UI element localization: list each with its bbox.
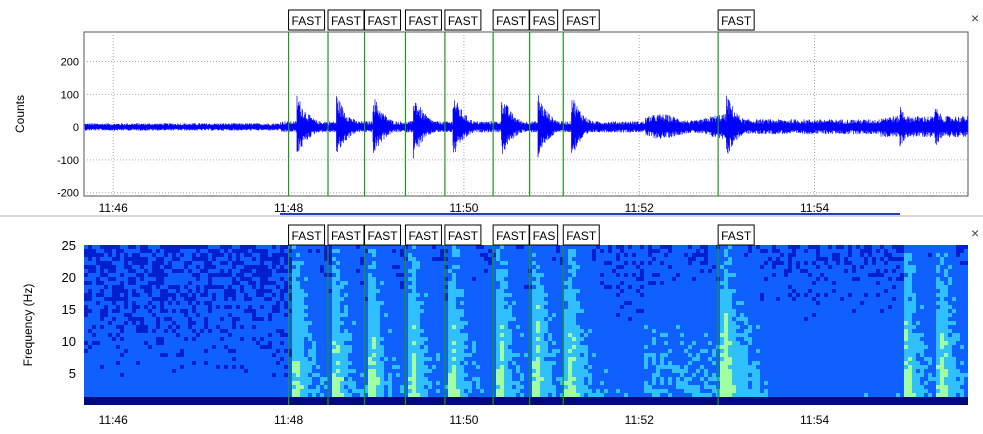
event-label: FAST xyxy=(566,229,597,243)
waveform-panel: 11:46 11:48 11:50 11:52 11:54 200 100 0 -100 -200… xyxy=(0,0,983,215)
y-tick-label: 15 xyxy=(62,302,76,317)
y-tick-label: 100 xyxy=(61,89,79,101)
event-label: FAST xyxy=(721,14,752,28)
close-waveform-icon[interactable]: × xyxy=(971,10,979,26)
y-tick-label: 25 xyxy=(62,238,76,253)
event-label: FAST xyxy=(496,14,527,28)
y-tick-label: -200 xyxy=(57,188,79,200)
close-spectrogram-icon[interactable]: × xyxy=(971,225,979,241)
y-tick-label: 200 xyxy=(61,57,79,69)
x-tick-label: 11:48 xyxy=(274,201,303,215)
y-tick-label: -100 xyxy=(57,155,79,167)
event-label: FAST xyxy=(331,229,362,243)
event-label: FAST xyxy=(408,14,439,28)
x-tick-label: 11:46 xyxy=(99,413,128,427)
event-label: FAST xyxy=(721,229,752,243)
event-label: FAS xyxy=(533,229,556,243)
event-label: FAS xyxy=(533,14,556,28)
y-tick-label: 20 xyxy=(62,270,76,285)
event-label: FAST xyxy=(292,14,323,28)
x-tick-label: 11:52 xyxy=(625,413,654,427)
x-tick-label: 11:48 xyxy=(274,413,303,427)
y-axis-label: Counts xyxy=(13,95,27,133)
y-axis-label: Frequency (Hz) xyxy=(21,284,35,367)
event-label: FAST xyxy=(331,14,362,28)
event-label: FAST xyxy=(368,229,399,243)
x-tick-label: 11:46 xyxy=(99,201,128,215)
waveform-chart: 11:46 11:48 11:50 11:52 11:54 200 100 0 -100 -200… xyxy=(0,0,983,215)
y-tick-label: 0 xyxy=(73,122,79,134)
event-label: FAST xyxy=(496,229,527,243)
plot-area xyxy=(84,32,968,196)
y-tick-label: 5 xyxy=(69,366,76,381)
x-tick-label: 11:54 xyxy=(800,201,829,215)
event-label: FAST xyxy=(448,229,479,243)
x-tick-label: 11:50 xyxy=(449,413,478,427)
spectrogram-panel: 25 20 15 10 5 Frequency (Hz) 11:46 11:48 11:50 11… xyxy=(0,217,983,429)
y-tick-label: 10 xyxy=(62,334,76,349)
event-label: FAST xyxy=(368,14,399,28)
spectrogram-chart: 25 20 15 10 5 Frequency (Hz) 11:46 11:48 11:50 11… xyxy=(0,217,983,429)
event-label: FAST xyxy=(408,229,439,243)
x-tick-label: 11:50 xyxy=(449,201,478,215)
event-label: FAST xyxy=(566,14,597,28)
x-tick-label: 11:54 xyxy=(800,413,829,427)
x-tick-label: 11:52 xyxy=(625,201,654,215)
event-label: FAST xyxy=(292,229,323,243)
event-label: FAST xyxy=(448,14,479,28)
spectrogram-cells xyxy=(84,245,968,405)
